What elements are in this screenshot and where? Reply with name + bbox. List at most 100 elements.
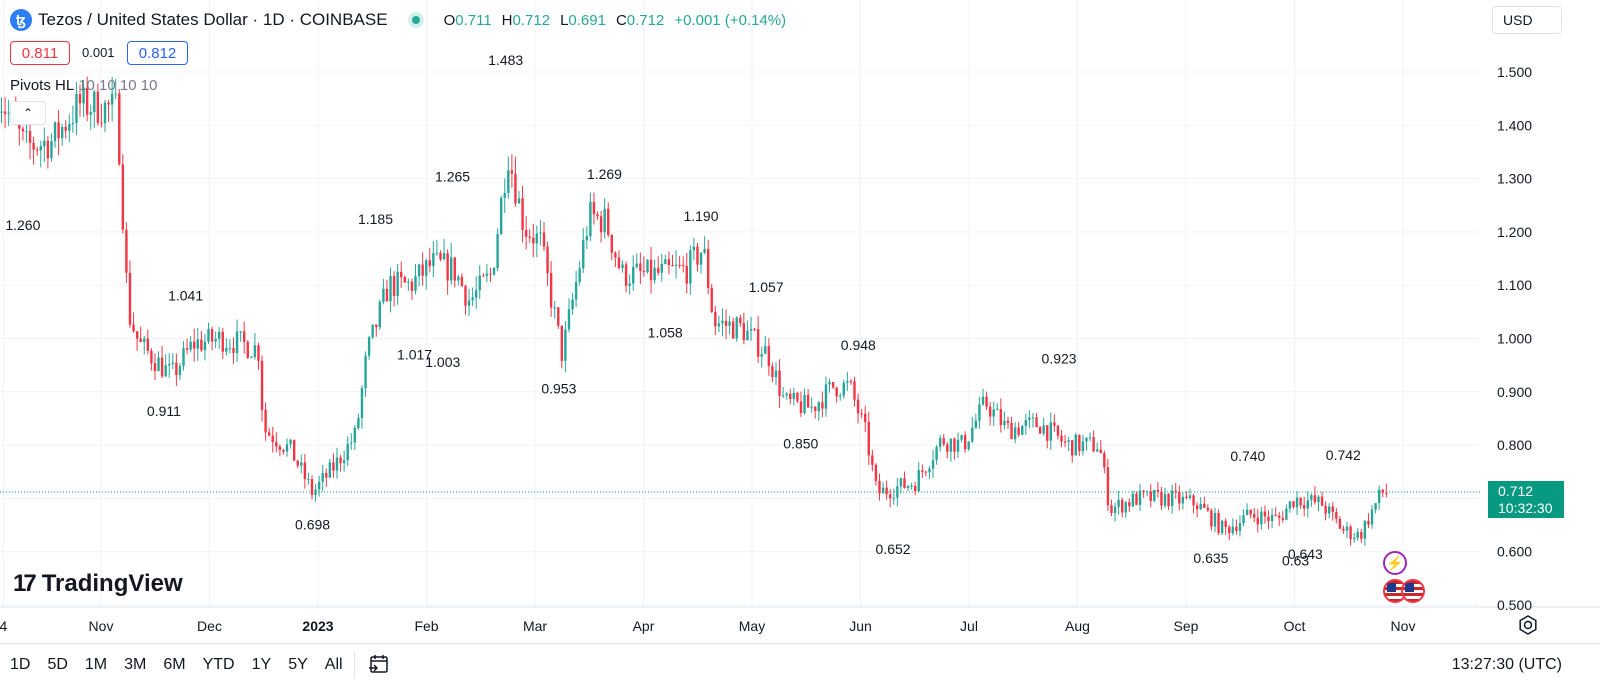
candle-body xyxy=(753,329,755,330)
range-1m-button[interactable]: 1M xyxy=(85,656,107,674)
gear-icon[interactable] xyxy=(1518,615,1538,635)
candle-body xyxy=(1067,440,1069,442)
range-6m-button[interactable]: 6M xyxy=(163,656,185,674)
candle-body xyxy=(182,348,184,366)
indicator-legend[interactable]: Pivots HL 10 10 10 10 xyxy=(10,77,157,94)
candle-body xyxy=(318,482,320,490)
range-5y-button[interactable]: 5Y xyxy=(288,656,308,674)
candle-body xyxy=(489,274,491,275)
candle-body xyxy=(1128,502,1130,506)
candle-body xyxy=(1200,504,1202,509)
candle-body xyxy=(639,264,641,271)
currency-selector[interactable]: USD xyxy=(1492,6,1562,34)
range-all-button[interactable]: All xyxy=(325,656,343,674)
candle-body xyxy=(1289,501,1291,508)
candle-body xyxy=(1085,438,1087,442)
candle-body xyxy=(186,348,188,350)
candle-body xyxy=(675,265,677,266)
candle-body xyxy=(678,265,680,266)
price-axis: 1.5001.4001.3001.2001.1001.0000.9000.800… xyxy=(1497,64,1532,613)
lightning-event-icon[interactable]: ⚡ xyxy=(1383,551,1407,575)
candle-body xyxy=(957,440,959,452)
candle-body xyxy=(289,440,291,444)
candle-body xyxy=(107,103,109,105)
candle-body xyxy=(1025,420,1027,426)
candle-body xyxy=(868,422,870,455)
candle-body xyxy=(711,288,713,312)
candle-body xyxy=(393,276,395,296)
candle-body xyxy=(971,428,973,442)
candle-body xyxy=(778,371,780,396)
range-1d-button[interactable]: 1D xyxy=(10,656,30,674)
candle-body xyxy=(100,123,102,124)
candle-body xyxy=(732,322,734,339)
candle-body xyxy=(796,393,798,401)
buy-button[interactable]: 0.812 xyxy=(127,41,188,65)
candle-body xyxy=(1332,506,1334,512)
go-to-date-calendar-icon[interactable] xyxy=(368,653,390,675)
candle-body xyxy=(589,202,591,236)
symbol-title[interactable]: Tezos / United States Dollar · 1D · COIN… xyxy=(38,10,388,30)
candle-body xyxy=(350,443,352,444)
candle-body xyxy=(1378,490,1380,503)
candle-body xyxy=(1207,508,1209,510)
candle-body xyxy=(1078,435,1080,451)
candle-body xyxy=(771,366,773,377)
candle-body xyxy=(900,478,902,486)
candle-body xyxy=(875,465,877,481)
candle-body xyxy=(1100,450,1102,453)
candle-body xyxy=(600,216,602,232)
pivot-label: 0.652 xyxy=(876,541,911,557)
candle-body xyxy=(1175,491,1177,492)
pivot-label: 1.483 xyxy=(488,52,523,68)
candle-body xyxy=(314,489,316,494)
candle-body xyxy=(450,257,452,280)
market-status-icon[interactable] xyxy=(408,12,424,28)
candle-body xyxy=(239,331,241,332)
range-3m-button[interactable]: 3M xyxy=(124,656,146,674)
candle-body xyxy=(1010,423,1012,439)
candle-body xyxy=(446,253,448,280)
candle-body xyxy=(1257,518,1259,525)
range-ytd-button[interactable]: YTD xyxy=(203,656,235,674)
candle-body xyxy=(968,442,970,450)
x-tick-label: May xyxy=(739,618,765,634)
candle-body xyxy=(1228,527,1230,533)
range-5d-button[interactable]: 5D xyxy=(47,656,67,674)
utc-clock[interactable]: 13:27:30 (UTC) xyxy=(1452,656,1562,674)
candle-body xyxy=(1271,515,1273,521)
candle-body xyxy=(0,111,2,112)
candle-body xyxy=(671,265,673,266)
candle-body xyxy=(1339,519,1341,529)
candle-body xyxy=(621,264,623,268)
candle-body xyxy=(1232,527,1234,533)
candle-body xyxy=(54,122,56,141)
range-1y-button[interactable]: 1Y xyxy=(252,656,272,674)
sell-button[interactable]: 0.811 xyxy=(10,41,70,65)
pivot-label: 0.643 xyxy=(1288,546,1323,562)
candle-body xyxy=(839,396,841,397)
pivot-label: 1.260 xyxy=(5,217,40,233)
tradingview-logo[interactable]: 17 TradingView xyxy=(13,570,183,598)
pivot-label: 1.269 xyxy=(587,166,622,182)
candle-body xyxy=(1060,436,1062,442)
candle-body xyxy=(368,337,370,355)
candle-body xyxy=(364,356,366,388)
candle-body xyxy=(1150,491,1152,501)
y-tick-label: 1.400 xyxy=(1497,117,1532,133)
collapse-legend-button[interactable]: ⌃ xyxy=(10,101,46,125)
candle-body xyxy=(1274,515,1276,516)
candle-body xyxy=(154,363,156,371)
candle-body xyxy=(1142,491,1144,493)
candle-body xyxy=(1192,495,1194,505)
spread-value: 0.001 xyxy=(82,45,115,60)
last-price-label: 0.712 10:32:30 xyxy=(1488,481,1564,518)
candle-body xyxy=(1185,497,1187,498)
candle-body xyxy=(175,363,177,375)
candle-body xyxy=(793,393,795,399)
tradingview-mark-icon: 17 xyxy=(13,570,34,598)
price-change: +0.001 (+0.14%) xyxy=(674,12,786,29)
candle-body xyxy=(90,112,92,115)
us-flag-event-icon[interactable] xyxy=(1401,579,1425,603)
